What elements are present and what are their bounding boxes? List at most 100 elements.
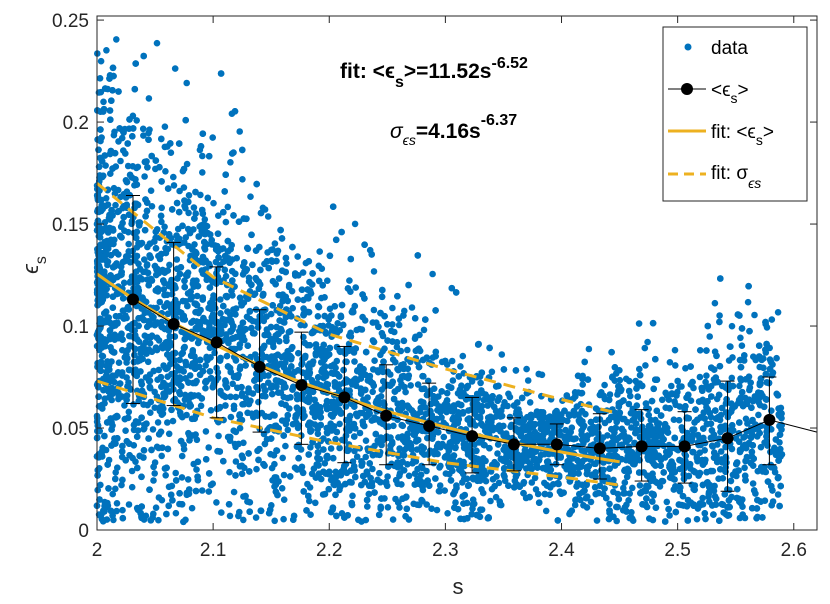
- data-point: [145, 129, 152, 137]
- data-point: [227, 413, 235, 421]
- data-point: [182, 116, 189, 124]
- data-point: [700, 409, 707, 416]
- data-point: [176, 356, 183, 364]
- data-point: [628, 509, 635, 516]
- data-point: [450, 452, 458, 459]
- data-point: [717, 448, 725, 455]
- data-point: [158, 218, 165, 226]
- data-point: [465, 481, 473, 489]
- data-point: [542, 507, 550, 515]
- data-point: [142, 338, 150, 346]
- data-point: [126, 258, 134, 266]
- data-point: [218, 509, 225, 516]
- data-point: [504, 402, 511, 410]
- data-point: [285, 281, 293, 289]
- data-point: [260, 382, 267, 390]
- data-point: [155, 516, 162, 524]
- data-point: [747, 379, 754, 387]
- data-point: [407, 382, 415, 389]
- data-point: [147, 321, 154, 328]
- data-point: [195, 233, 202, 240]
- data-point: [716, 312, 723, 319]
- data-point: [668, 444, 676, 452]
- data-point: [715, 475, 722, 483]
- data-point: [141, 256, 148, 263]
- data-point: [152, 504, 160, 512]
- data-point: [169, 417, 177, 425]
- data-point: [477, 379, 484, 387]
- data-point: [116, 232, 124, 240]
- data-point: [118, 134, 126, 142]
- data-point: [436, 464, 443, 471]
- data-point: [578, 390, 585, 397]
- data-point: [176, 390, 184, 398]
- data-point: [152, 157, 160, 164]
- data-point: [255, 285, 263, 293]
- data-point: [223, 293, 231, 301]
- data-point: [366, 460, 374, 467]
- data-point: [663, 498, 671, 506]
- data-point: [151, 470, 158, 477]
- data-point: [614, 503, 621, 511]
- data-point: [601, 485, 608, 492]
- data-point: [150, 463, 157, 471]
- data-point: [202, 384, 209, 392]
- data-point: [327, 508, 335, 516]
- data-point: [209, 134, 216, 141]
- data-point: [487, 497, 494, 505]
- data-point: [316, 248, 324, 255]
- data-point: [102, 162, 109, 169]
- data-point: [251, 351, 259, 358]
- data-point: [184, 302, 191, 310]
- data-point: [150, 367, 157, 375]
- data-point: [606, 507, 613, 514]
- data-point: [224, 433, 232, 441]
- data-point: [130, 426, 138, 434]
- data-point: [111, 128, 118, 136]
- data-point: [148, 446, 155, 454]
- data-point: [294, 424, 302, 432]
- data-point: [202, 456, 210, 463]
- data-point: [717, 275, 724, 282]
- data-point: [635, 320, 643, 327]
- data-point: [713, 352, 720, 360]
- data-point: [113, 500, 121, 507]
- data-point: [173, 265, 181, 273]
- data-point: [705, 493, 712, 501]
- data-point: [192, 210, 199, 217]
- data-point: [125, 366, 133, 374]
- data-point: [708, 364, 715, 372]
- data-point: [365, 490, 373, 498]
- data-point: [496, 394, 503, 401]
- data-point: [268, 464, 276, 472]
- data-point: [305, 308, 313, 316]
- data-point: [239, 176, 246, 183]
- data-point: [305, 492, 312, 500]
- data-point: [94, 486, 101, 494]
- data-point: [498, 351, 506, 358]
- data-point: [170, 182, 178, 189]
- data-point: [246, 315, 254, 323]
- data-point: [97, 481, 104, 489]
- data-point: [524, 377, 532, 384]
- data-point: [378, 495, 385, 502]
- data-point: [232, 428, 240, 436]
- data-point: [271, 517, 279, 525]
- data-point: [336, 444, 343, 452]
- data-point: [126, 279, 134, 286]
- data-point: [137, 368, 144, 375]
- data-point: [232, 311, 239, 318]
- data-point: [579, 372, 586, 380]
- data-point: [107, 415, 114, 422]
- data-point: [206, 284, 214, 291]
- data-point: [627, 392, 634, 400]
- data-point: [581, 487, 588, 494]
- data-point: [302, 352, 309, 360]
- data-point: [672, 401, 679, 409]
- data-point: [158, 452, 165, 460]
- data-point: [261, 440, 269, 448]
- data-point: [515, 464, 523, 472]
- data-point: [107, 170, 114, 177]
- data-point: [290, 512, 298, 520]
- data-point: [162, 168, 169, 175]
